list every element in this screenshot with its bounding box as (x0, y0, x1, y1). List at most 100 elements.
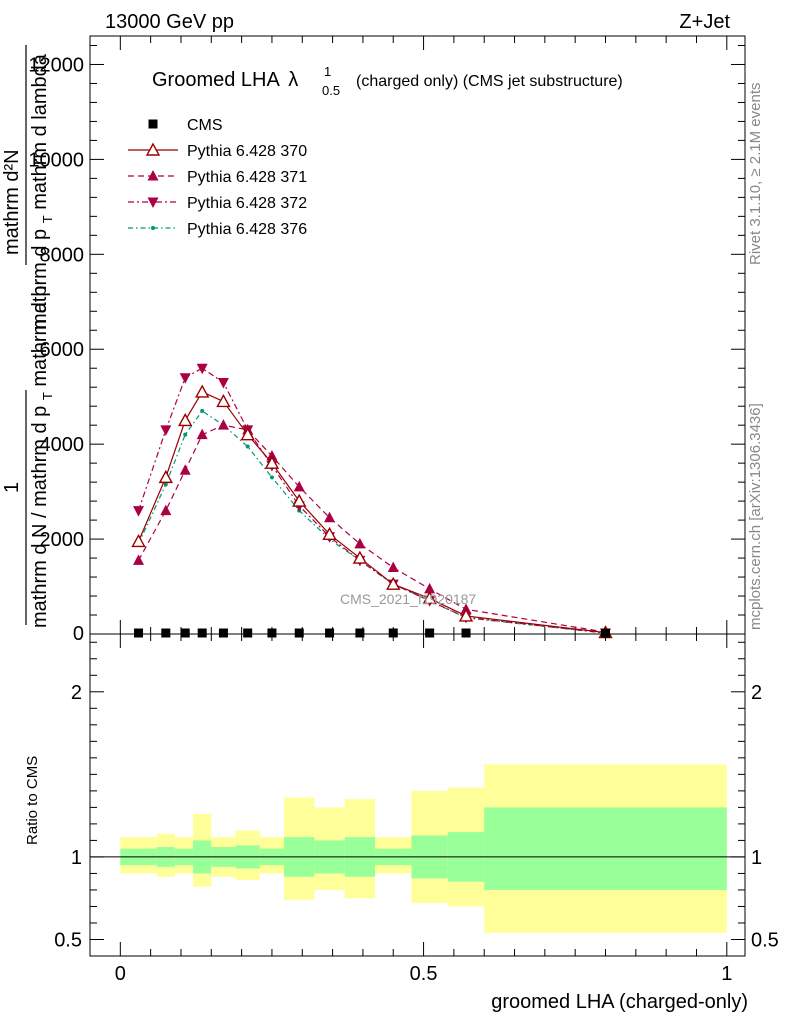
data-point (422, 590, 437, 605)
data-point (183, 432, 188, 437)
legend-label: Pythia 6.428 370 (187, 143, 307, 160)
main-panel: 2000 4000 6000 8000 10000 12000 0 Groomed LHA … (28, 35, 746, 645)
ratio-tick-label-right: 1 (751, 847, 762, 869)
data-point (269, 475, 274, 480)
data-point (266, 450, 278, 461)
y-tick-label: 8000 (40, 244, 85, 266)
y-axis-ratio: 0.5 0.5 1 1 2 2 (54, 641, 779, 951)
x-tick-label: 0.5 (410, 963, 438, 985)
rivet-label: Rivet 3.1.10, ≥ 2.1M events (747, 83, 764, 266)
legend-marker (145, 142, 161, 156)
title-lambda: λ (288, 69, 298, 91)
ratio-band-inner (484, 807, 727, 890)
header-right: Z+Jet (679, 11, 730, 33)
data-point (243, 628, 253, 638)
legend-label: Pythia 6.428 371 (187, 169, 307, 186)
data-point (354, 537, 366, 549)
data-point (160, 425, 172, 436)
data-point (160, 504, 172, 516)
y-tick-label: 2000 (40, 529, 85, 551)
ylabel-denom-a: mathrm d N / mathrm d p (29, 406, 51, 628)
ylabel-line2-a: mathrm d p (29, 229, 51, 330)
ylabel-one: 1 (1, 482, 23, 493)
watermark: CMS_2021_I1920187 (340, 591, 476, 607)
y-axis-label-main: mathrm d²N mathrm d p T mathrm d lambda … (1, 45, 57, 628)
data-point (158, 469, 173, 484)
ratio-tick-label: 2 (71, 682, 82, 704)
ylabel-line1: mathrm d²N (1, 149, 23, 255)
legend-marker (147, 170, 159, 181)
data-point (292, 493, 307, 507)
plot-title: Groomed LHA λ (152, 69, 298, 91)
ylabel-line2: mathrm d p T mathrm d lambda (29, 53, 57, 330)
ylabel-denom-b: mathrm d p (29, 285, 51, 386)
data-point (424, 582, 436, 594)
data-point (196, 428, 208, 440)
ratio-panel: 0.5 0.51 12 2 0 0.5 1 Ratio to CMS (24, 633, 779, 985)
data-point (161, 628, 171, 638)
data-point (195, 384, 210, 398)
series-line (137, 391, 606, 634)
data-point (180, 628, 190, 638)
data-point (218, 628, 228, 638)
data-point (196, 363, 208, 375)
data-point (267, 628, 277, 638)
data-point (217, 377, 229, 389)
y-axis-main: 2000 4000 6000 8000 10000 12000 0 (28, 44, 745, 645)
ratio-tick-label-right: 2 (751, 682, 762, 704)
data-point (294, 628, 304, 638)
title-sup: 1 (324, 64, 331, 79)
data-point (325, 628, 335, 638)
data-point (355, 628, 365, 638)
series-line (137, 424, 606, 633)
data-point (179, 464, 191, 475)
series-pythia-1 (131, 384, 613, 639)
ylabel-denom: mathrm d N / mathrm d p T mathrm d p (29, 285, 57, 628)
data-point (352, 550, 368, 564)
header-left: 13000 GeV pp (105, 11, 234, 33)
x-tick-label: 0 (115, 963, 126, 985)
title-rest: (charged only) (CMS jet substructure) (356, 73, 623, 90)
data-point (163, 482, 168, 487)
data-point (293, 480, 305, 492)
ratio-tick-label-right: 0.5 (751, 929, 779, 951)
data-point (461, 628, 471, 638)
ratio-frame (89, 633, 746, 957)
legend: CMS Pythia 6.428 370 Pythia 6.428 371 Pythi… (128, 117, 307, 238)
legend-label: CMS (187, 117, 223, 134)
y-tick-label: 6000 (40, 339, 85, 361)
y-tick-label: 10000 (28, 149, 84, 171)
legend-label: Pythia 6.428 372 (187, 195, 307, 212)
data-point (386, 576, 401, 590)
data-point (133, 554, 145, 565)
data-point (217, 419, 229, 430)
series-cms (134, 628, 611, 638)
data-point (178, 412, 193, 427)
title-main: Groomed LHA (152, 69, 280, 91)
data-point (322, 526, 337, 541)
data-point (197, 628, 207, 638)
mcplots-label: mcplots.cern.ch [arXiv:1306.3436] (747, 403, 764, 630)
legend-marker (151, 226, 155, 230)
legend-marker (148, 119, 158, 129)
data-point (601, 628, 611, 638)
ylabel-line2-b: mathrm d lambda (29, 53, 51, 209)
data-point (245, 444, 250, 449)
data-point (458, 608, 474, 622)
y-tick-label: 12000 (28, 54, 84, 76)
data-point (131, 533, 146, 548)
data-point (264, 455, 280, 469)
ylabel-denom-sub: T (40, 392, 55, 400)
data-point (200, 408, 205, 413)
x-axis-label: groomed LHA (charged-only) (491, 991, 748, 1013)
data-point (216, 393, 231, 408)
series-group (131, 363, 613, 640)
ylabel-line2-sub: T (40, 215, 55, 223)
x-tick-label: 1 (721, 963, 732, 985)
data-point (388, 628, 398, 638)
legend-marker (147, 197, 159, 208)
y-tick-label-zero: 0 (73, 623, 84, 645)
series-line (137, 410, 606, 634)
data-point (179, 373, 191, 384)
